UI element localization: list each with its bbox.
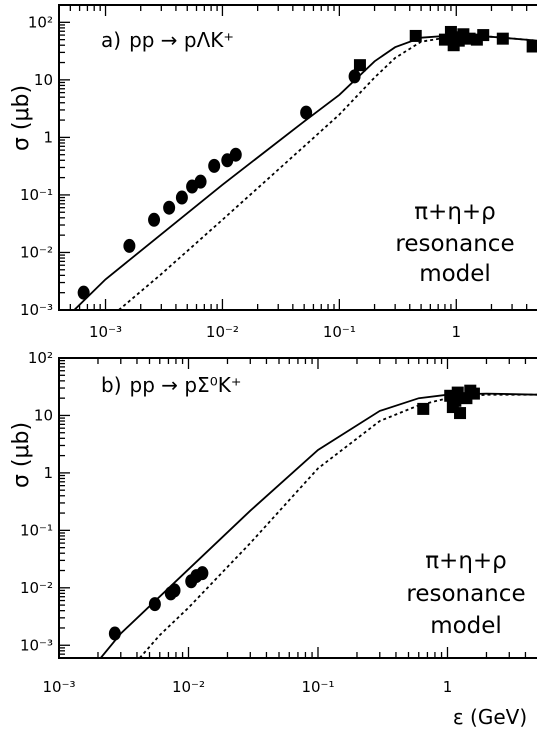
panel-b-data-point-circle (108, 626, 121, 641)
panel-b-y-tick-label: 10² (28, 349, 53, 367)
panel-b-y-tick-label: 10⁻³ (20, 636, 53, 654)
panel-a-x-tick-label: 10⁻¹ (323, 323, 356, 341)
panel-b-annotation-line-1: π+η+ρ (425, 548, 507, 574)
panel-a-data-point-square (496, 32, 509, 45)
panel-a-data-point-circle (148, 212, 161, 227)
panel-b-x-tick-label: 10⁻³ (42, 678, 75, 696)
panel-a-data-point-circle (348, 69, 361, 84)
panel-a-data-point-circle (163, 200, 176, 215)
panel-b-curve-solid (100, 392, 537, 658)
panel-a-data-point-circle (77, 285, 90, 300)
panel-a-frame (58, 4, 537, 311)
panel-a-curve-dotted (118, 34, 537, 310)
panel-b-annotation-line-2: resonance (406, 581, 525, 607)
panel-b-data-point-square (417, 402, 430, 415)
panel-a-data-point-square (477, 29, 490, 42)
panel-a-annotation-line-1: π+η+ρ (414, 199, 496, 225)
panel-a-data-point-square (353, 59, 366, 72)
panel-a-data-point-circle (300, 105, 313, 120)
panel-b-x-tick-label: 10⁻¹ (301, 678, 334, 696)
panel-a-lambda: σ (μb) a) pp → pΛK⁺ π+η+ρ resonance model… (9, 4, 537, 341)
panel-a-data-point-circle (229, 147, 242, 162)
panel-b-data-point-circle (148, 597, 161, 612)
panel-b-y-tick-label: 10 (34, 406, 53, 424)
panel-b-data-point-square (454, 407, 467, 420)
panel-b-y-tick-label: 1 (43, 464, 53, 482)
panel-b-y-axis-label: σ (μb) (9, 422, 34, 488)
panel-a-x-tick-label: 1 (452, 323, 462, 341)
panel-a-y-axis-label: σ (μb) (9, 85, 34, 151)
panel-b-x-tick-label: 10⁻² (172, 678, 205, 696)
panel-a-data-point-circle (123, 238, 136, 253)
panel-a-label: a) pp → pΛK⁺ (101, 28, 234, 52)
panel-a-annotation-line-2: resonance (395, 231, 514, 257)
panel-a-data-point-circle (175, 190, 188, 205)
panel-b-y-tick-label: 10⁻² (20, 579, 53, 597)
panel-a-y-tick-label: 10⁻¹ (20, 186, 53, 204)
panel-b-annotation: π+η+ρ resonance model (406, 548, 525, 639)
panel-b-x-axis-label: ε (GeV) (453, 705, 527, 729)
panel-b-y-tick-label: 10⁻¹ (20, 521, 53, 539)
panel-b-data-point-circle (196, 566, 209, 581)
panel-a-data-point-square (526, 40, 537, 53)
panel-b-curve-dotted (139, 393, 537, 658)
panel-a-data-point-circle (208, 158, 221, 173)
panel-a-x-tick-label: 10⁻³ (89, 323, 122, 341)
panel-a-y-tick-label: 10⁻³ (20, 301, 53, 319)
panel-a-y-tick-label: 10 (34, 71, 53, 89)
panel-b-sigma: σ (μb) b) pp → pΣ⁰K⁺ ε (GeV) π+η+ρ resona… (9, 349, 537, 729)
panel-a-y-tick-label: 10² (28, 13, 53, 31)
panel-b-data-point-circle (168, 583, 181, 598)
panel-a-data-point-circle (194, 174, 207, 189)
panel-a-x-tick-label: 10⁻² (206, 323, 239, 341)
panel-a-y-tick-label: 10⁻² (20, 243, 53, 261)
panel-a-y-tick-label: 1 (43, 128, 53, 146)
panel-b-label: b) pp → pΣ⁰K⁺ (101, 373, 241, 397)
panel-a-annotation-line-3: model (419, 261, 491, 287)
panel-b-annotation-line-3: model (430, 613, 502, 639)
panel-a-annotation: π+η+ρ resonance model (395, 199, 514, 287)
panel-b-x-tick-label: 1 (443, 678, 453, 696)
